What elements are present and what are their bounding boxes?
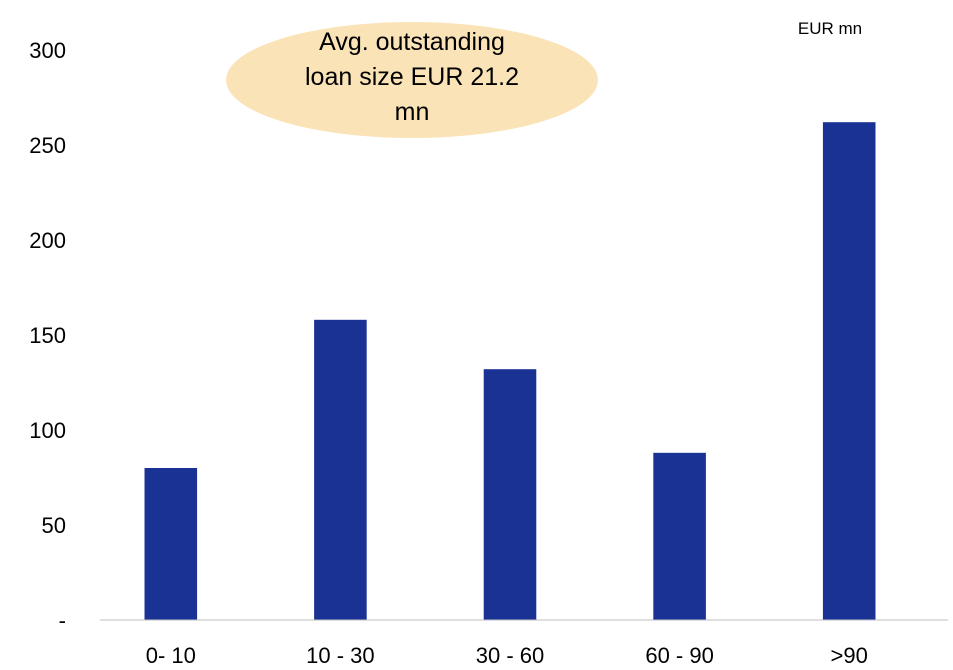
x-tick-label: 30 - 60 [476, 643, 545, 668]
bars [144, 122, 876, 620]
bar [822, 122, 876, 620]
average-loan-callout: Avg. outstanding loan size EUR 21.2 mn [226, 22, 598, 138]
x-tick-label: 0- 10 [146, 643, 196, 668]
y-tick-label: 300 [29, 38, 66, 63]
unit-label: EUR mn [798, 19, 862, 38]
callout-line-1: Avg. outstanding [319, 28, 505, 56]
y-tick-label: 250 [29, 133, 66, 158]
callout-line-3: mn [395, 98, 430, 126]
callout-ellipse [226, 22, 598, 138]
x-tick-label: >90 [831, 643, 868, 668]
bar [483, 369, 537, 620]
y-tick-label: 200 [29, 228, 66, 253]
y-tick-label: 150 [29, 323, 66, 348]
y-tick-label: 100 [29, 418, 66, 443]
x-tick-label: 60 - 90 [645, 643, 714, 668]
bar [314, 319, 367, 620]
x-axis: 0- 10 10 - 30 30 - 60 60 - 90 >90 [146, 643, 868, 668]
y-tick-label: 50 [42, 513, 66, 538]
y-axis: - 50 100 150 200 250 300 [29, 38, 66, 633]
callout-line-2: loan size EUR 21.2 [305, 63, 519, 91]
bar [653, 452, 706, 620]
bar [144, 468, 198, 620]
y-tick-label: - [59, 608, 66, 633]
x-tick-label: 10 - 30 [306, 643, 375, 668]
